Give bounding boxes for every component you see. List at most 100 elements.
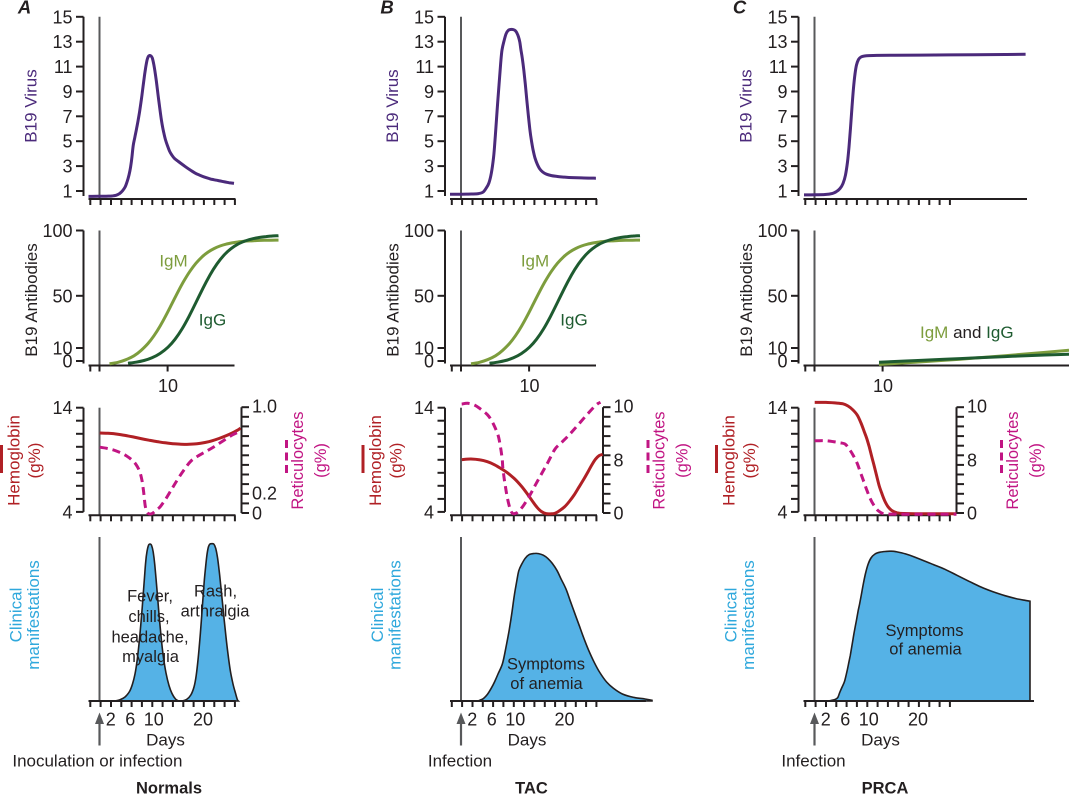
svg-text:Days: Days	[508, 731, 547, 750]
svg-text:15: 15	[52, 7, 72, 27]
svg-text:10: 10	[859, 710, 879, 730]
svg-text:0: 0	[424, 352, 434, 372]
svg-text:Hemoglobin: Hemoglobin	[4, 415, 23, 506]
svg-text:11: 11	[54, 57, 73, 77]
svg-text:(g%): (g%)	[25, 443, 44, 479]
svg-text:1.0: 1.0	[252, 397, 277, 417]
svg-text:9: 9	[424, 82, 434, 102]
svg-text:0: 0	[777, 352, 787, 372]
svg-text:Infection: Infection	[781, 752, 845, 771]
svg-text:1: 1	[777, 182, 787, 202]
svg-text:5: 5	[424, 132, 434, 152]
svg-text:4: 4	[62, 502, 72, 522]
svg-text:(g%): (g%)	[1027, 443, 1045, 478]
svg-text:Clinical: Clinical	[6, 588, 25, 643]
svg-text:10: 10	[967, 397, 987, 417]
svg-text:9: 9	[777, 82, 787, 102]
svg-text:2: 2	[821, 710, 831, 730]
svg-text:50: 50	[414, 286, 434, 306]
svg-text:Reticulocytes: Reticulocytes	[289, 411, 307, 509]
svg-text:C: C	[733, 0, 747, 17]
svg-text:B19 Virus: B19 Virus	[737, 69, 756, 142]
svg-text:10: 10	[505, 710, 525, 730]
svg-text:of anemia: of anemia	[889, 641, 962, 659]
svg-text:Days: Days	[146, 731, 185, 750]
svg-text:20: 20	[908, 710, 928, 730]
svg-text:100: 100	[404, 221, 434, 241]
svg-text:B: B	[380, 0, 393, 17]
svg-text:(g%): (g%)	[312, 443, 330, 478]
svg-text:6: 6	[840, 710, 850, 730]
svg-text:3: 3	[62, 157, 72, 177]
svg-text:Fever,: Fever,	[127, 588, 173, 606]
svg-text:14: 14	[414, 398, 434, 418]
svg-text:5: 5	[777, 132, 787, 152]
svg-text:IgG: IgG	[560, 311, 587, 330]
svg-text:Inoculation or infection: Inoculation or infection	[12, 752, 182, 771]
svg-text:IgM: IgM	[521, 252, 549, 271]
svg-text:Clinical: Clinical	[721, 588, 740, 643]
svg-text:manifestations: manifestations	[739, 560, 758, 670]
svg-text:Infection: Infection	[428, 752, 492, 771]
svg-text:1: 1	[62, 182, 72, 202]
svg-text:3: 3	[424, 157, 434, 177]
svg-text:15: 15	[767, 7, 787, 27]
svg-text:B19 Antibodies: B19 Antibodies	[737, 243, 756, 356]
svg-text:8: 8	[614, 451, 624, 471]
svg-text:11: 11	[769, 57, 788, 77]
svg-text:100: 100	[42, 221, 72, 241]
svg-text:50: 50	[767, 286, 787, 306]
svg-text:headache,: headache,	[111, 629, 188, 647]
svg-text:of anemia: of anemia	[510, 675, 583, 693]
svg-text:15: 15	[414, 7, 434, 27]
svg-text:7: 7	[62, 107, 72, 127]
svg-text:Reticulocytes: Reticulocytes	[1004, 411, 1022, 509]
svg-text:20: 20	[554, 710, 574, 730]
svg-text:10: 10	[873, 376, 893, 396]
svg-text:Clinical: Clinical	[368, 588, 387, 643]
svg-text:9: 9	[62, 82, 72, 102]
svg-text:0: 0	[614, 504, 624, 524]
svg-text:14: 14	[52, 398, 72, 418]
svg-text:50: 50	[52, 286, 72, 306]
svg-text:5: 5	[62, 132, 72, 152]
svg-text:Rash,: Rash,	[194, 583, 237, 601]
svg-text:B19 Antibodies: B19 Antibodies	[22, 243, 41, 356]
svg-text:Hemoglobin: Hemoglobin	[719, 415, 738, 506]
svg-text:Days: Days	[861, 731, 900, 750]
svg-text:13: 13	[414, 32, 434, 52]
svg-text:6: 6	[487, 710, 497, 730]
svg-text:10: 10	[144, 710, 164, 730]
svg-text:0: 0	[252, 504, 262, 524]
svg-text:manifestations: manifestations	[385, 560, 404, 670]
svg-text:chills,: chills,	[128, 608, 169, 626]
svg-text:10: 10	[614, 397, 634, 417]
svg-text:10: 10	[767, 339, 787, 359]
svg-text:Reticulocytes: Reticulocytes	[651, 411, 669, 509]
svg-text:14: 14	[767, 398, 787, 418]
svg-text:10: 10	[52, 339, 72, 359]
svg-text:3: 3	[777, 157, 787, 177]
svg-text:6: 6	[125, 710, 135, 730]
svg-text:10: 10	[414, 339, 434, 359]
svg-text:20: 20	[193, 710, 213, 730]
svg-text:IgM and IgG: IgM and IgG	[920, 323, 1014, 342]
svg-text:manifestations: manifestations	[24, 560, 43, 670]
svg-text:2: 2	[467, 710, 477, 730]
svg-text:13: 13	[767, 32, 787, 52]
svg-text:PRCA: PRCA	[862, 780, 909, 796]
svg-text:B19 Virus: B19 Virus	[22, 69, 41, 142]
svg-text:(g%): (g%)	[674, 443, 692, 478]
svg-text:Symptoms: Symptoms	[507, 656, 585, 674]
svg-text:myalgia: myalgia	[122, 648, 180, 666]
svg-text:TAC: TAC	[515, 780, 548, 796]
svg-text:10: 10	[519, 376, 539, 396]
svg-text:13: 13	[52, 32, 72, 52]
svg-text:4: 4	[777, 502, 787, 522]
svg-text:7: 7	[777, 107, 787, 127]
svg-text:2: 2	[106, 710, 116, 730]
svg-text:100: 100	[757, 221, 787, 241]
svg-text:0: 0	[62, 352, 72, 372]
svg-text:11: 11	[415, 57, 434, 77]
svg-text:IgG: IgG	[199, 311, 226, 330]
